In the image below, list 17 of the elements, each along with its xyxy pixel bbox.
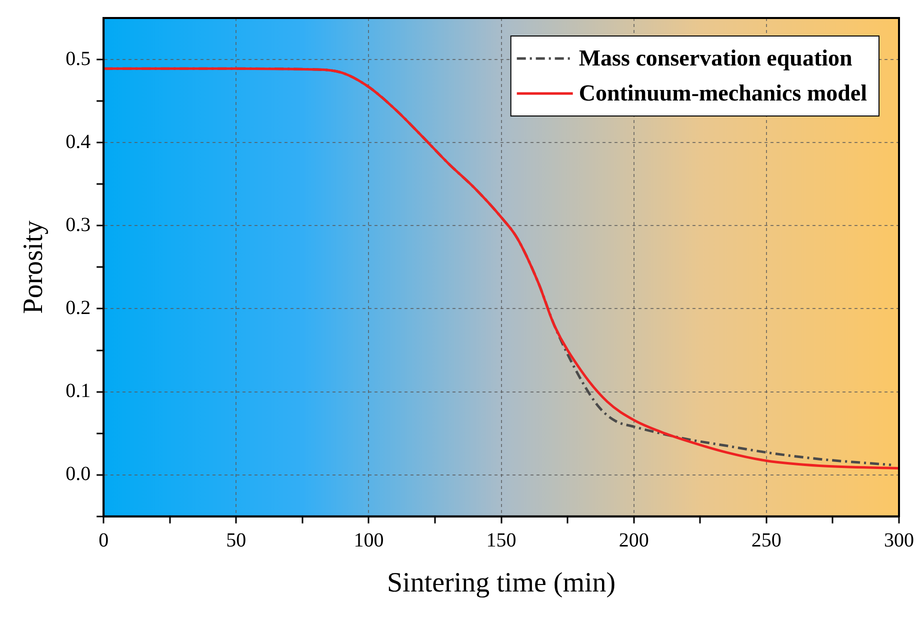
x-tick-label: 50 bbox=[226, 530, 246, 552]
x-tick-label: 200 bbox=[618, 530, 649, 552]
y-tick-label: 0.5 bbox=[66, 48, 91, 70]
x-tick-label: 100 bbox=[354, 530, 384, 552]
y-tick-label: 0.0 bbox=[66, 463, 91, 486]
legend-label: Mass conservation equation bbox=[578, 45, 853, 70]
y-tick-label: 0.3 bbox=[66, 214, 91, 236]
x-tick-label: 0 bbox=[98, 530, 109, 552]
x-tick-label: 250 bbox=[751, 530, 782, 552]
y-tick-label: 0.4 bbox=[66, 130, 91, 153]
y-tick-label: 0.2 bbox=[66, 296, 91, 319]
y-tick-label: 0.1 bbox=[66, 380, 91, 402]
y-axis-title: Porosity bbox=[18, 220, 50, 314]
x-axis-title: Sintering time (min) bbox=[386, 568, 616, 599]
legend-label: Continuum-mechanics model bbox=[578, 80, 868, 106]
x-tick-label: 300 bbox=[884, 530, 914, 552]
x-tick-label: 150 bbox=[486, 530, 516, 552]
